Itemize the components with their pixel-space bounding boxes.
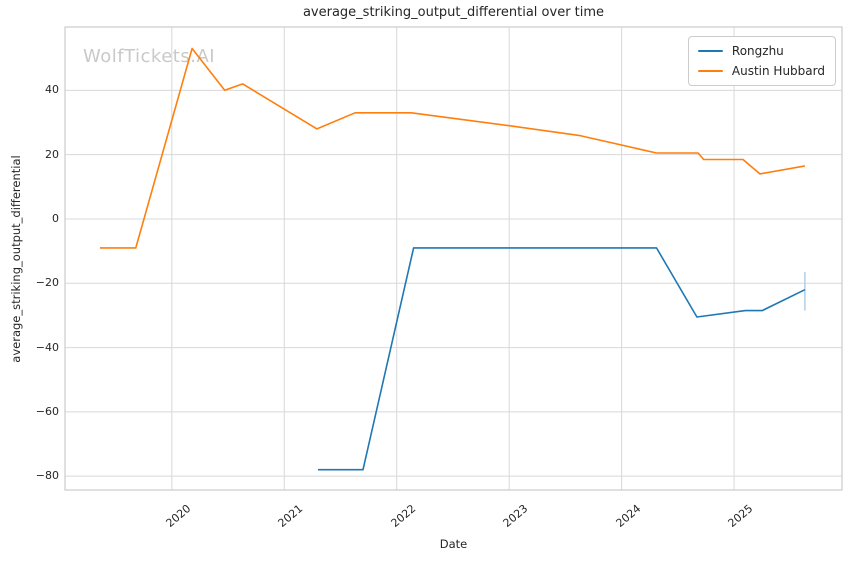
y-tick-label: −40 xyxy=(35,340,59,354)
y-tick-label: −60 xyxy=(35,404,59,418)
x-axis-label: Date xyxy=(439,537,468,551)
legend-item: Austin Hubbard xyxy=(697,64,825,78)
y-axis-label: average_striking_output_differential xyxy=(9,155,23,363)
legend-label: Austin Hubbard xyxy=(731,64,825,78)
watermark: WolfTickets.AI xyxy=(83,46,216,67)
legend-swatch xyxy=(697,50,723,52)
y-tick-label: −80 xyxy=(35,469,59,483)
legend: Rongzhu Austin Hubbard xyxy=(687,36,836,86)
series-line-austin-hubbard xyxy=(99,47,806,249)
y-tick-label: 40 xyxy=(45,83,59,97)
legend-item: Rongzhu xyxy=(697,44,825,58)
legend-swatch xyxy=(697,70,723,72)
y-tick-label: 0 xyxy=(52,211,59,225)
legend-label: Rongzhu xyxy=(731,44,784,58)
y-tick-label: 20 xyxy=(45,147,59,161)
plot-border xyxy=(64,26,843,491)
y-tick-label: −20 xyxy=(35,276,59,290)
series-line-rongzhu xyxy=(318,247,806,471)
chart-title: average_striking_output_differential ove… xyxy=(302,5,605,20)
